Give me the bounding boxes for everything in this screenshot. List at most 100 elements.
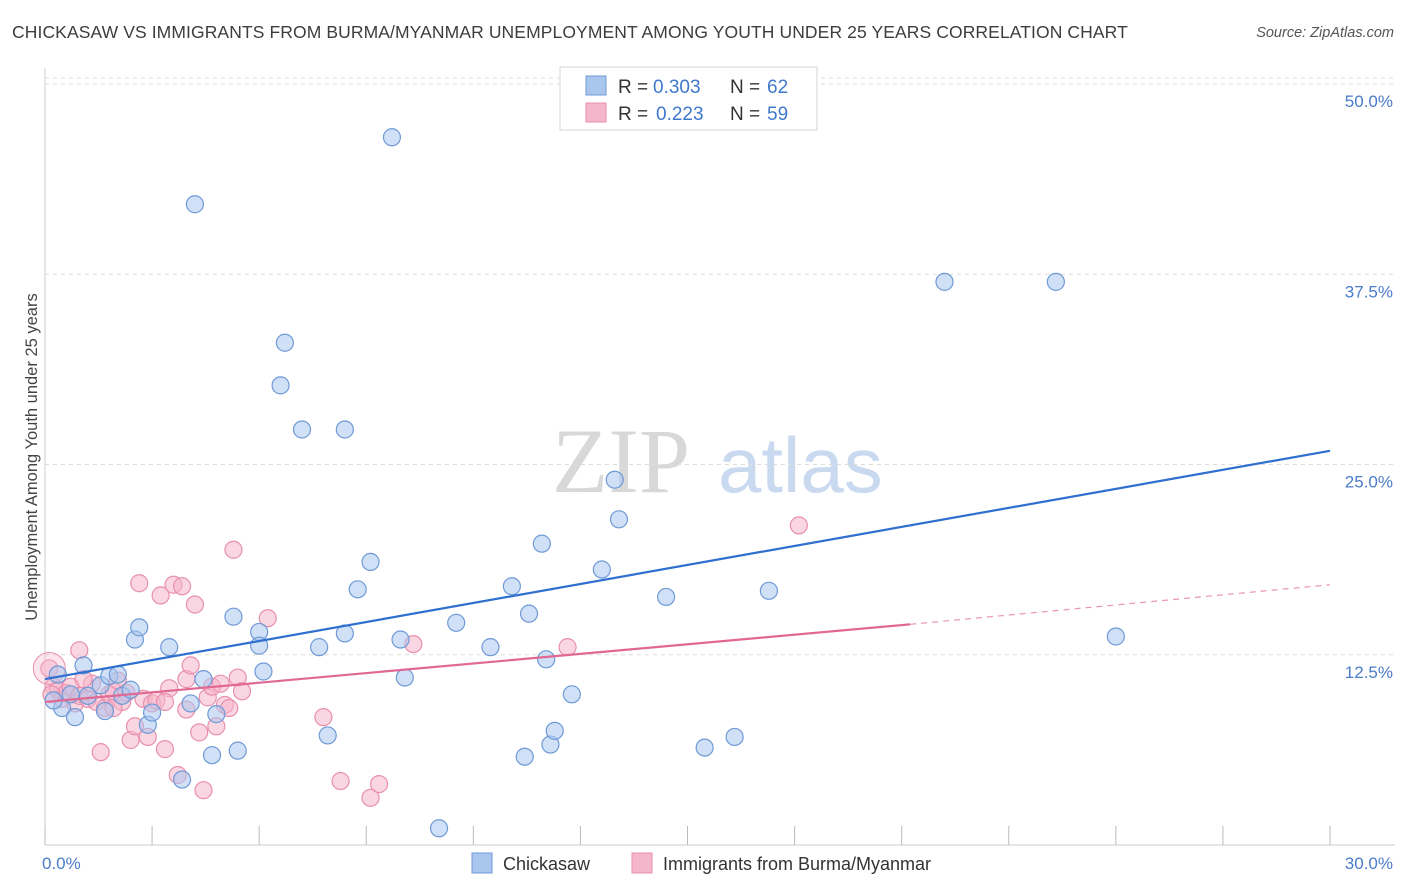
chickasaw-point (537, 650, 556, 669)
burma-point (155, 740, 175, 759)
y-tick-label: 50.0% (1345, 92, 1393, 111)
y-tick-label: 12.5% (1345, 663, 1393, 682)
legend-r-label-chickasaw: R = (618, 77, 648, 98)
chickasaw-trend-line (44, 449, 1331, 681)
chickasaw-point (502, 577, 521, 596)
chart-title: CHICKASAW VS IMMIGRANTS FROM BURMA/MYANM… (12, 22, 1128, 42)
chickasaw-point (48, 665, 67, 684)
burma-point (172, 577, 192, 596)
chickasaw-point (605, 470, 624, 489)
legend-n-value-burma: 59 (767, 104, 788, 125)
burma-point (558, 638, 577, 657)
chickasaw-point (172, 770, 192, 789)
gridlines (45, 77, 1395, 656)
chickasaw-point (292, 420, 312, 439)
chickasaw-point (271, 376, 290, 395)
x-tick-label: 30.0% (1345, 854, 1393, 873)
chickasaw-point (1046, 272, 1065, 291)
burma-point (151, 586, 170, 605)
watermark-zip: ZIP (552, 410, 690, 512)
y-axis-label: Unemployment Among Youth under 25 years (23, 293, 41, 620)
chickasaw-point (609, 510, 629, 529)
burma-point (194, 781, 213, 800)
burma-point (361, 788, 380, 807)
chickasaw-point (78, 686, 97, 705)
y-axis-tick-labels: 12.5% 25.0% 37.5% 50.0% (1345, 92, 1393, 682)
chickasaw-point (142, 703, 162, 722)
axes (44, 68, 1395, 846)
chickasaw-point (194, 670, 213, 689)
chickasaw-point (275, 333, 294, 352)
chickasaw-point (545, 721, 564, 740)
chickasaw-point (361, 552, 380, 572)
y-tick-label: 25.0% (1345, 473, 1393, 492)
chickasaw-point (130, 618, 149, 637)
burma-point (224, 540, 243, 559)
chickasaw-point (656, 587, 676, 607)
chickasaw-point (95, 701, 115, 721)
burma-trend-line (44, 623, 911, 704)
chickasaw-point (935, 272, 954, 291)
burma-point (70, 641, 89, 660)
series-chickasaw-points (44, 128, 1125, 838)
chickasaw-point (254, 662, 273, 681)
burma-point (155, 692, 175, 712)
burma-point (190, 723, 209, 742)
chickasaw-point (519, 604, 539, 623)
legend-r-label-burma: R = (618, 104, 648, 125)
watermark: ZIP atlas (552, 410, 883, 512)
legend-r-value-burma: 0.223 (656, 104, 704, 125)
chickasaw-point (395, 668, 414, 687)
burma-point (258, 609, 277, 628)
legend-n-value-chickasaw: 62 (767, 77, 788, 98)
chickasaw-point (348, 580, 367, 599)
chickasaw-point (318, 726, 337, 745)
chickasaw-point (224, 607, 243, 626)
chickasaw-point (429, 819, 449, 838)
chickasaw-point (447, 613, 466, 632)
chickasaw-point (592, 560, 611, 579)
legend-n-label-burma: N = (730, 104, 760, 125)
bottom-legend-label-burma: Immigrants from Burma/Myanmar (663, 854, 931, 874)
chickasaw-point (74, 656, 93, 675)
chickasaw-point (202, 746, 222, 765)
y-tick-label: 37.5% (1345, 282, 1393, 301)
chickasaw-point (725, 727, 744, 747)
chickasaw-point (108, 665, 127, 684)
burma-point (211, 674, 230, 693)
chickasaw-point (759, 581, 778, 600)
chickasaw-point (562, 685, 581, 704)
bottom-legend-swatch-burma (631, 852, 653, 874)
burma-trend-extension (910, 584, 1331, 625)
chickasaw-point (228, 741, 247, 760)
legend-swatch-chickasaw (585, 75, 607, 96)
burma-point (370, 775, 389, 794)
chickasaw-point (65, 708, 85, 727)
burma-point (185, 595, 205, 614)
chickasaw-point (335, 420, 354, 439)
chickasaw-point (515, 747, 534, 766)
legend-r-value-chickasaw: 0.303 (653, 77, 701, 98)
correlation-legend: R = 0.303 N = 62 R = 0.223 N = 59 (559, 66, 818, 131)
x-axis-ticks: 0.0% 30.0% (42, 826, 1393, 873)
burma-point (232, 682, 252, 701)
burma-point (331, 771, 350, 791)
legend-swatch-burma (585, 102, 607, 123)
trend-lines (44, 449, 1331, 704)
chickasaw-point (310, 638, 329, 657)
chickasaw-point (181, 694, 200, 713)
chickasaw-point (532, 534, 551, 553)
burma-point (181, 656, 200, 675)
source-credit: Source: ZipAtlas.com (1256, 25, 1394, 41)
chickasaw-point (207, 705, 226, 724)
burma-point (314, 708, 333, 727)
chickasaw-point (695, 738, 714, 757)
burma-point (130, 574, 149, 593)
burma-point (789, 516, 808, 535)
bottom-legend-swatch-chickasaw (471, 852, 493, 874)
chickasaw-point (160, 638, 179, 657)
bottom-legend: Chickasaw Immigrants from Burma/Myanmar (471, 852, 931, 874)
chickasaw-point (1106, 627, 1125, 646)
legend-n-label-chickasaw: N = (730, 77, 760, 98)
